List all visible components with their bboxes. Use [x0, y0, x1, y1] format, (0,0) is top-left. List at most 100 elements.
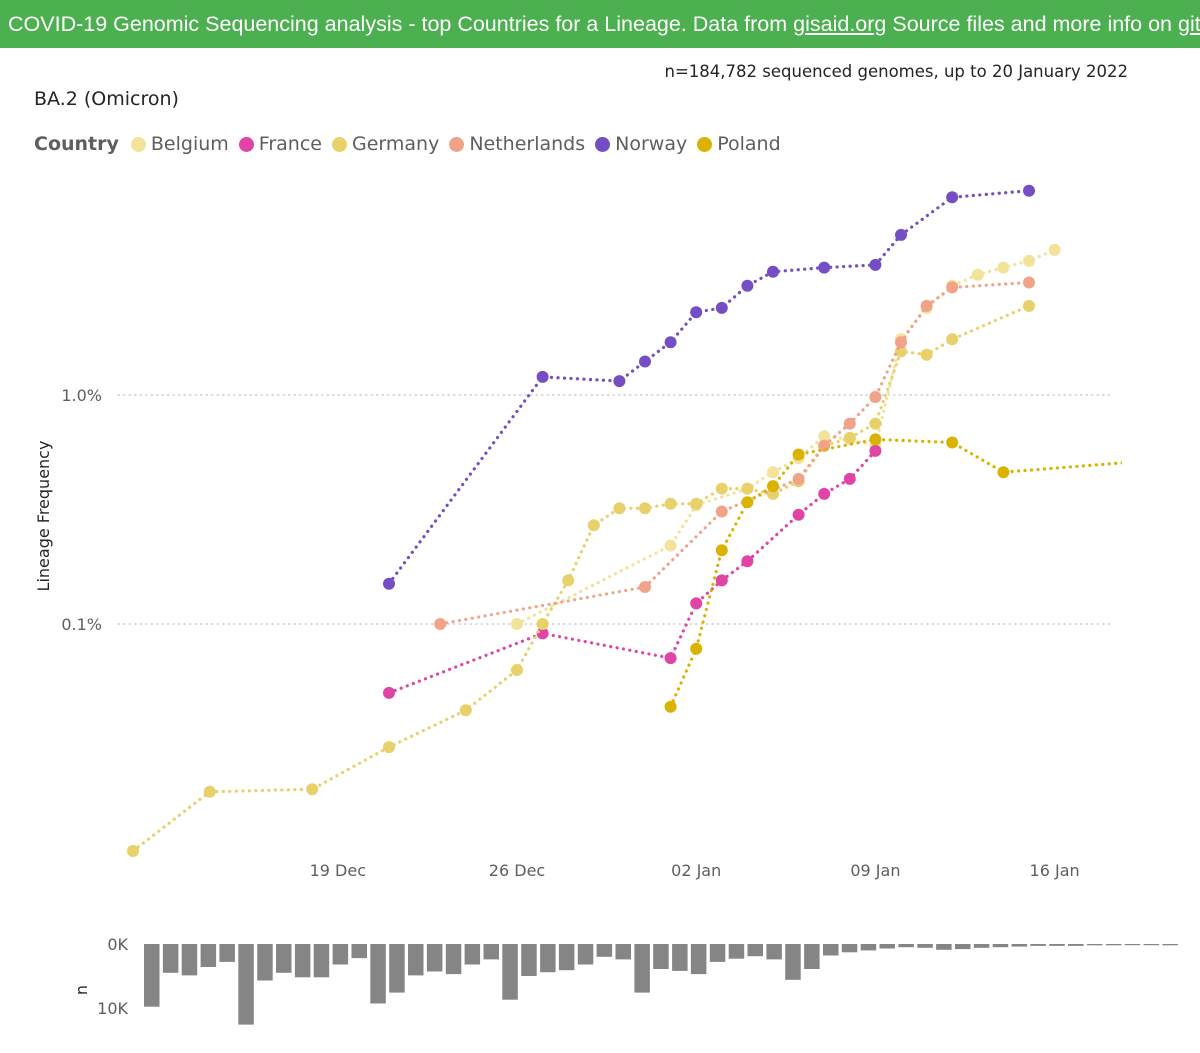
data-point-norway-8: [767, 265, 779, 278]
data-point-germany-14: [741, 482, 754, 495]
data-point-germany-7: [562, 574, 575, 587]
data-point-belgium-13: [997, 261, 1010, 274]
legend-dot-france: [238, 136, 254, 152]
count-bar-11: [351, 944, 367, 959]
count-bar-7: [276, 944, 292, 973]
count-bar-35: [804, 944, 820, 969]
data-point-germany-12: [690, 497, 703, 510]
legend-item-belgium[interactable]: Belgium: [130, 133, 229, 155]
data-point-poland-4: [767, 480, 779, 493]
data-point-belgium-0: [511, 618, 523, 630]
legend-label-norway: Norway: [615, 133, 688, 155]
count-bar-33: [766, 944, 782, 960]
data-point-netherlands-9: [946, 281, 959, 294]
data-point-poland-1: [690, 642, 703, 655]
data-point-poland-2: [715, 544, 728, 557]
data-point-poland-0: [664, 700, 677, 713]
data-point-germany-10: [639, 502, 651, 515]
count-bar-51: [1105, 944, 1122, 946]
banner-text-prefix: COVID-19 Genomic Sequencing analysis - t…: [8, 12, 794, 36]
legend-dot-poland: [697, 136, 713, 152]
data-point-germany-8: [587, 519, 600, 532]
bar-y-tick-label-0: 0K: [107, 935, 128, 954]
legend-item-poland[interactable]: Poland: [697, 133, 781, 155]
count-bar-13: [389, 944, 405, 993]
count-bar-24: [596, 944, 613, 957]
count-bar-10: [332, 944, 349, 965]
data-point-germany-9: [613, 502, 626, 515]
count-bar-45: [992, 944, 1009, 948]
data-point-belgium-1: [664, 539, 677, 552]
data-point-norway-13: [1023, 184, 1035, 197]
data-point-belgium-6: [818, 430, 831, 443]
data-point-poland-7: [946, 436, 959, 449]
data-point-germany-21: [920, 348, 933, 361]
data-point-netherlands-10: [1023, 276, 1035, 289]
bar-y-tick-label-1: 10K: [97, 999, 128, 1018]
legend-item-germany[interactable]: Germany: [331, 133, 440, 155]
count-bar-49: [1068, 944, 1084, 946]
count-bar-1: [162, 944, 179, 973]
legend-dot-netherlands: [449, 136, 465, 152]
data-point-france-3: [690, 597, 703, 610]
legend-item-netherlands[interactable]: Netherlands: [449, 133, 585, 155]
data-point-netherlands-6: [869, 391, 882, 403]
count-bar-37: [841, 944, 858, 953]
count-bar-39: [879, 944, 895, 949]
legend-label-netherlands: Netherlands: [469, 133, 586, 155]
x-tick-label-2: 02 Jan: [671, 861, 721, 880]
data-point-norway-0: [383, 577, 395, 590]
data-point-netherlands-5: [843, 417, 856, 430]
series-line-norway: [387, 189, 1031, 586]
data-point-netherlands-0: [434, 618, 447, 630]
bar-y-axis-label: n: [72, 985, 91, 995]
data-point-germany-22: [946, 333, 959, 346]
count-bar-21: [540, 944, 556, 973]
count-bar-43: [955, 944, 971, 950]
chart-legend: Country Belgium France Germany Netherlan…: [34, 131, 791, 157]
data-point-germany-3: [383, 741, 395, 754]
data-point-poland-3: [741, 496, 754, 509]
gisaid-link[interactable]: gisaid.org: [793, 12, 887, 36]
sequence-count-subtitle: n=184,782 sequenced genomes, up to 20 Ja…: [664, 62, 1129, 81]
data-point-norway-12: [946, 191, 959, 204]
count-bar-50: [1087, 944, 1103, 946]
data-point-germany-23: [1023, 299, 1035, 312]
data-point-norway-1: [536, 370, 549, 383]
series-line-belgium: [515, 248, 1057, 626]
data-point-netherlands-8: [920, 299, 933, 312]
github-link[interactable]: github: [1177, 12, 1200, 36]
data-point-france-4: [715, 574, 728, 587]
legend-label-germany: Germany: [351, 133, 440, 155]
count-bar-53: [1143, 944, 1160, 946]
count-bar-54: [1162, 944, 1178, 946]
lineage-title: BA.2 (Omicron): [34, 88, 179, 110]
data-point-norway-2: [613, 375, 626, 388]
series-line-germany: [131, 304, 1031, 853]
legend-item-norway[interactable]: Norway: [595, 133, 687, 155]
data-point-france-1: [536, 627, 549, 640]
data-point-netherlands-1: [639, 581, 651, 593]
count-bar-23: [577, 944, 594, 965]
data-point-netherlands-2: [715, 505, 728, 518]
count-bar-31: [728, 944, 745, 959]
legend-title: Country: [34, 133, 119, 155]
plot-area: [127, 184, 1122, 857]
data-point-france-8: [843, 472, 856, 485]
data-point-france-2: [664, 652, 677, 665]
data-point-belgium-15: [1048, 243, 1061, 256]
count-bar-8: [294, 944, 311, 978]
count-bar-52: [1124, 944, 1141, 946]
count-bar-46: [1011, 944, 1028, 947]
data-point-germany-4: [459, 704, 472, 717]
data-point-norway-6: [715, 301, 728, 314]
banner-text-mid: Source files and more info on: [886, 12, 1178, 36]
data-point-belgium-12: [971, 268, 984, 281]
data-point-france-9: [869, 444, 882, 457]
legend-item-france[interactable]: France: [238, 133, 322, 155]
legend-label-poland: Poland: [717, 133, 781, 155]
legend-dot-belgium: [130, 136, 146, 152]
count-bar-20: [521, 944, 537, 976]
x-tick-label-3: 09 Jan: [850, 861, 900, 880]
